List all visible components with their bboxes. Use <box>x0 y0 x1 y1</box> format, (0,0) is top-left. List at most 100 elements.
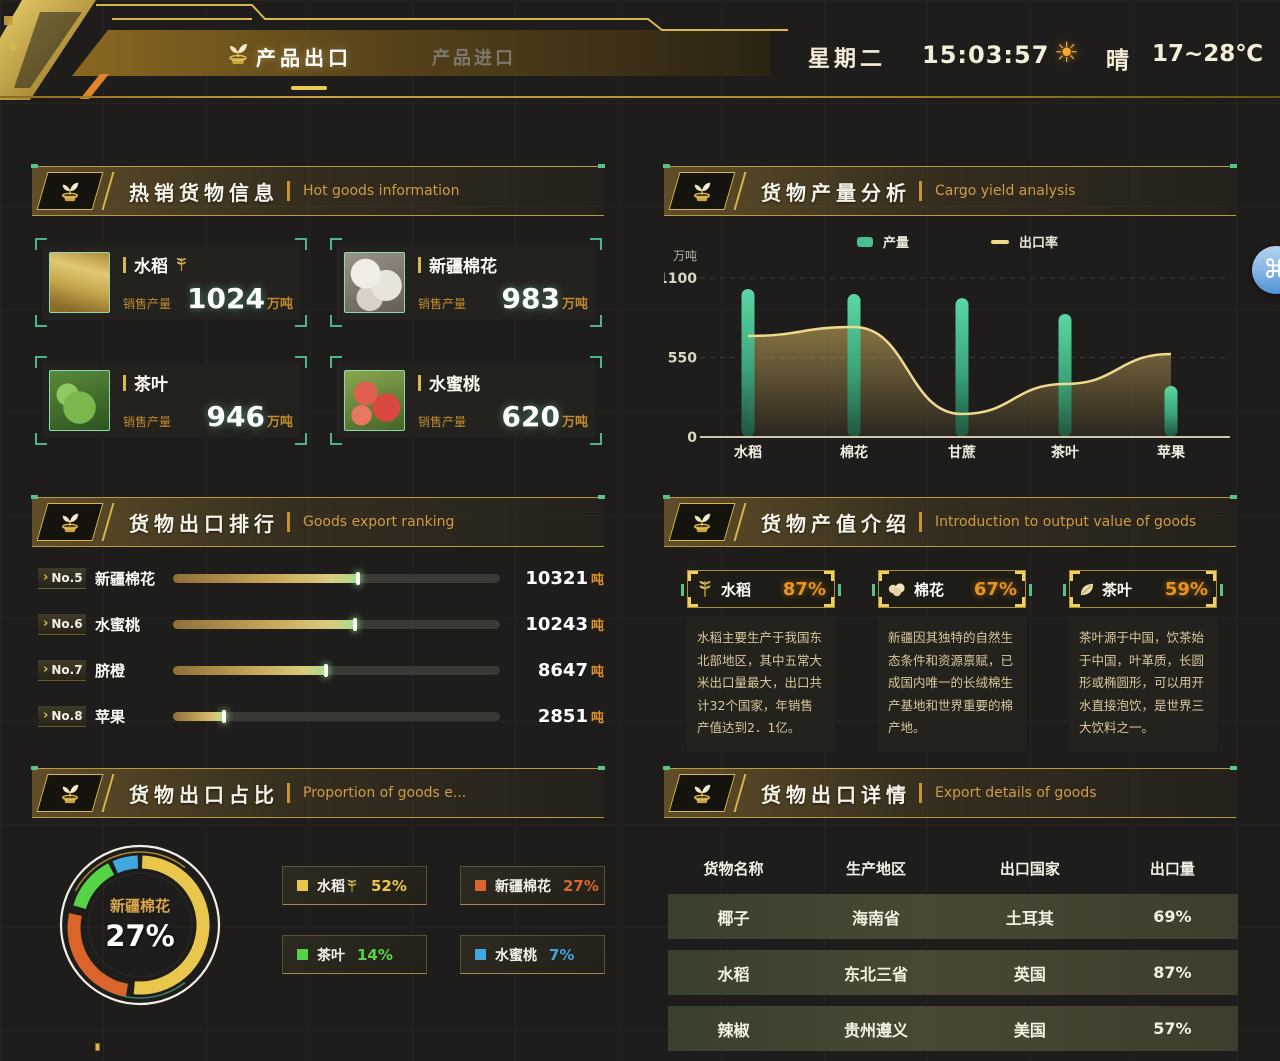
svg-text:万吨: 万吨 <box>673 249 697 263</box>
title-divider <box>919 512 922 532</box>
column-header: 货物名称 <box>703 860 764 878</box>
value-percent: 67% <box>973 578 1017 600</box>
legend-item-peach[interactable]: 水蜜桃 7% <box>460 935 605 974</box>
panel-title: 货物产值介绍 <box>761 511 911 536</box>
cotton-icon <box>887 581 907 597</box>
panel-yield-analysis-header: 货物产量分析 Cargo yield analysis <box>663 164 1237 216</box>
legend-percent: 27% <box>563 876 599 895</box>
value-card-cotton: 棉花 67% 新疆因其独特的自然生态条件和资源禀赋，已成国内唯一的长绒棉生产基地… <box>872 570 1032 751</box>
panel-subtitle: Cargo yield analysis <box>935 183 1076 199</box>
goods-name: 水稻 <box>123 252 293 277</box>
bottom-marker <box>95 1043 100 1051</box>
legend-percent: 7% <box>549 945 575 964</box>
sprout-icon <box>668 774 736 812</box>
command-overlay-button[interactable]: ⌘ <box>1252 246 1280 294</box>
column-header: 生产地区 <box>846 860 907 878</box>
title-divider <box>919 783 922 803</box>
ranking-row: › No.7 脐橙 8647 吨 <box>38 655 604 685</box>
top-header: 产品出口 产品进口 星期二 15:03:57 ☀ 晴 17~28℃ <box>0 0 1280 100</box>
wheat-icon <box>345 879 359 893</box>
goods-name: 苹果 <box>95 707 126 726</box>
svg-text:茶叶: 茶叶 <box>1050 444 1079 461</box>
panel-proportion-header: 货物出口占比 Proportion of goods e... <box>31 766 605 818</box>
goods-card-tea: 茶叶 销售产量 946 万吨 <box>35 356 307 445</box>
sprout-icon <box>668 172 736 210</box>
ranking-row: › No.5 新疆棉花 10321 吨 <box>38 563 604 593</box>
goods-name: 新疆棉花 <box>95 569 156 588</box>
wheat-icon <box>174 257 189 272</box>
panel-subtitle: Introduction to output value of goods <box>935 514 1197 530</box>
rank-badge: › No.8 <box>38 705 86 727</box>
rank-badge: › No.5 <box>38 567 86 589</box>
tab-product-export[interactable]: 产品出口 <box>256 46 352 70</box>
value-percent: 59% <box>1164 578 1208 600</box>
legend-item-cotton[interactable]: 新疆棉花 27% <box>460 866 605 905</box>
value-card-header: 茶叶 59% <box>1063 570 1223 608</box>
sales-label: 销售产量 <box>123 297 172 311</box>
rice-photo <box>49 252 110 313</box>
title-divider <box>287 181 290 201</box>
slash-decoration <box>101 503 115 541</box>
proportion-donut-chart[interactable] <box>45 830 235 1020</box>
svg-text:水稻: 水稻 <box>734 444 762 461</box>
ranking-bar-track <box>173 663 500 677</box>
weather-label: 晴 <box>1106 48 1129 74</box>
legend-swatch <box>475 880 486 891</box>
ranking-value: 10321 吨 <box>525 567 604 589</box>
legend-item-rice[interactable]: 水稻 52% <box>282 866 427 905</box>
sun-icon: ☀ <box>1054 36 1080 69</box>
rank-badge: › No.6 <box>38 613 86 635</box>
panel-title: 货物出口详情 <box>761 782 911 807</box>
export-ranking-list: › No.5 新疆棉花 10321 吨 › No.6 水蜜桃 10243 吨 › No.7… <box>38 563 604 731</box>
svg-text:棉花: 棉花 <box>840 444 868 461</box>
sprout-icon <box>36 503 104 541</box>
title-divider <box>287 783 290 803</box>
svg-text:550: 550 <box>668 351 697 367</box>
legend-label: 新疆棉花 <box>495 878 551 895</box>
legend-label: 水蜜桃 <box>495 947 537 964</box>
ranking-row: › No.8 苹果 2851 吨 <box>38 701 604 731</box>
title-divider <box>287 512 290 532</box>
slash-decoration <box>101 774 115 812</box>
goods-name: 水蜜桃 <box>418 370 588 395</box>
panel-subtitle: Hot goods information <box>303 183 460 199</box>
legend-swatch <box>297 880 308 891</box>
goods-card-peach: 水蜜桃 销售产量 620 万吨 <box>330 356 602 445</box>
clock: 15:03:57 <box>922 41 1050 69</box>
chevron-right-icon: › <box>43 570 49 585</box>
legend-percent: 52% <box>371 876 407 895</box>
sales-value: 1024 <box>187 282 265 315</box>
legend-item-tea[interactable]: 茶叶 14% <box>282 935 427 974</box>
svg-text:苹果: 苹果 <box>1157 444 1186 461</box>
sales-label: 销售产量 <box>418 297 467 311</box>
slash-decoration <box>733 172 747 210</box>
value-card-header: 棉花 67% <box>872 570 1032 608</box>
panel-subtitle: Export details of goods <box>935 785 1097 801</box>
value-card-tea: 茶叶 59% 茶叶源于中国，饮茶始于中国，叶革质，长圆形或椭圆形，可以用开水直接… <box>1063 570 1223 751</box>
svg-text:0: 0 <box>687 430 697 446</box>
panel-title: 货物出口占比 <box>129 782 279 807</box>
unit-label: 万吨 <box>561 297 588 312</box>
legend-label: 水稻 <box>317 876 359 896</box>
export-details-table: 货物名称 生产地区 出口国家 出口量 椰子 海南省 土耳其 69% 水稻 东北三省 英… <box>668 858 1238 1061</box>
panel-subtitle: Proportion of goods e... <box>303 785 467 801</box>
tab-active-underline <box>291 86 327 90</box>
ranking-bar-track <box>173 571 500 585</box>
value-card-header: 水稻 87% <box>681 570 841 608</box>
table-row: 水稻 东北三省 英国 87% <box>668 950 1238 995</box>
value-intro-cards: 水稻 87% 水稻主要生产于我国东北部地区，其中五常大米出口量最大，出口共计32… <box>681 570 1223 751</box>
unit-label: 万吨 <box>561 415 588 430</box>
goods-name: 水蜜桃 <box>95 615 141 634</box>
column-header: 出口量 <box>1149 860 1195 878</box>
table-row: 辣椒 贵州遵义 美国 57% <box>668 1006 1238 1051</box>
header-decoration <box>0 0 788 100</box>
chevron-right-icon: › <box>43 662 49 677</box>
table-row: 椰子 海南省 土耳其 69% <box>668 894 1238 939</box>
sales-value: 620 <box>501 400 560 433</box>
rank-badge: › No.7 <box>38 659 86 681</box>
panel-title: 货物出口排行 <box>129 511 279 536</box>
tab-product-import[interactable]: 产品进口 <box>432 48 516 69</box>
panel-value-intro-header: 货物产值介绍 Introduction to output value of g… <box>663 495 1237 547</box>
tea-leaf-icon <box>1078 581 1095 598</box>
